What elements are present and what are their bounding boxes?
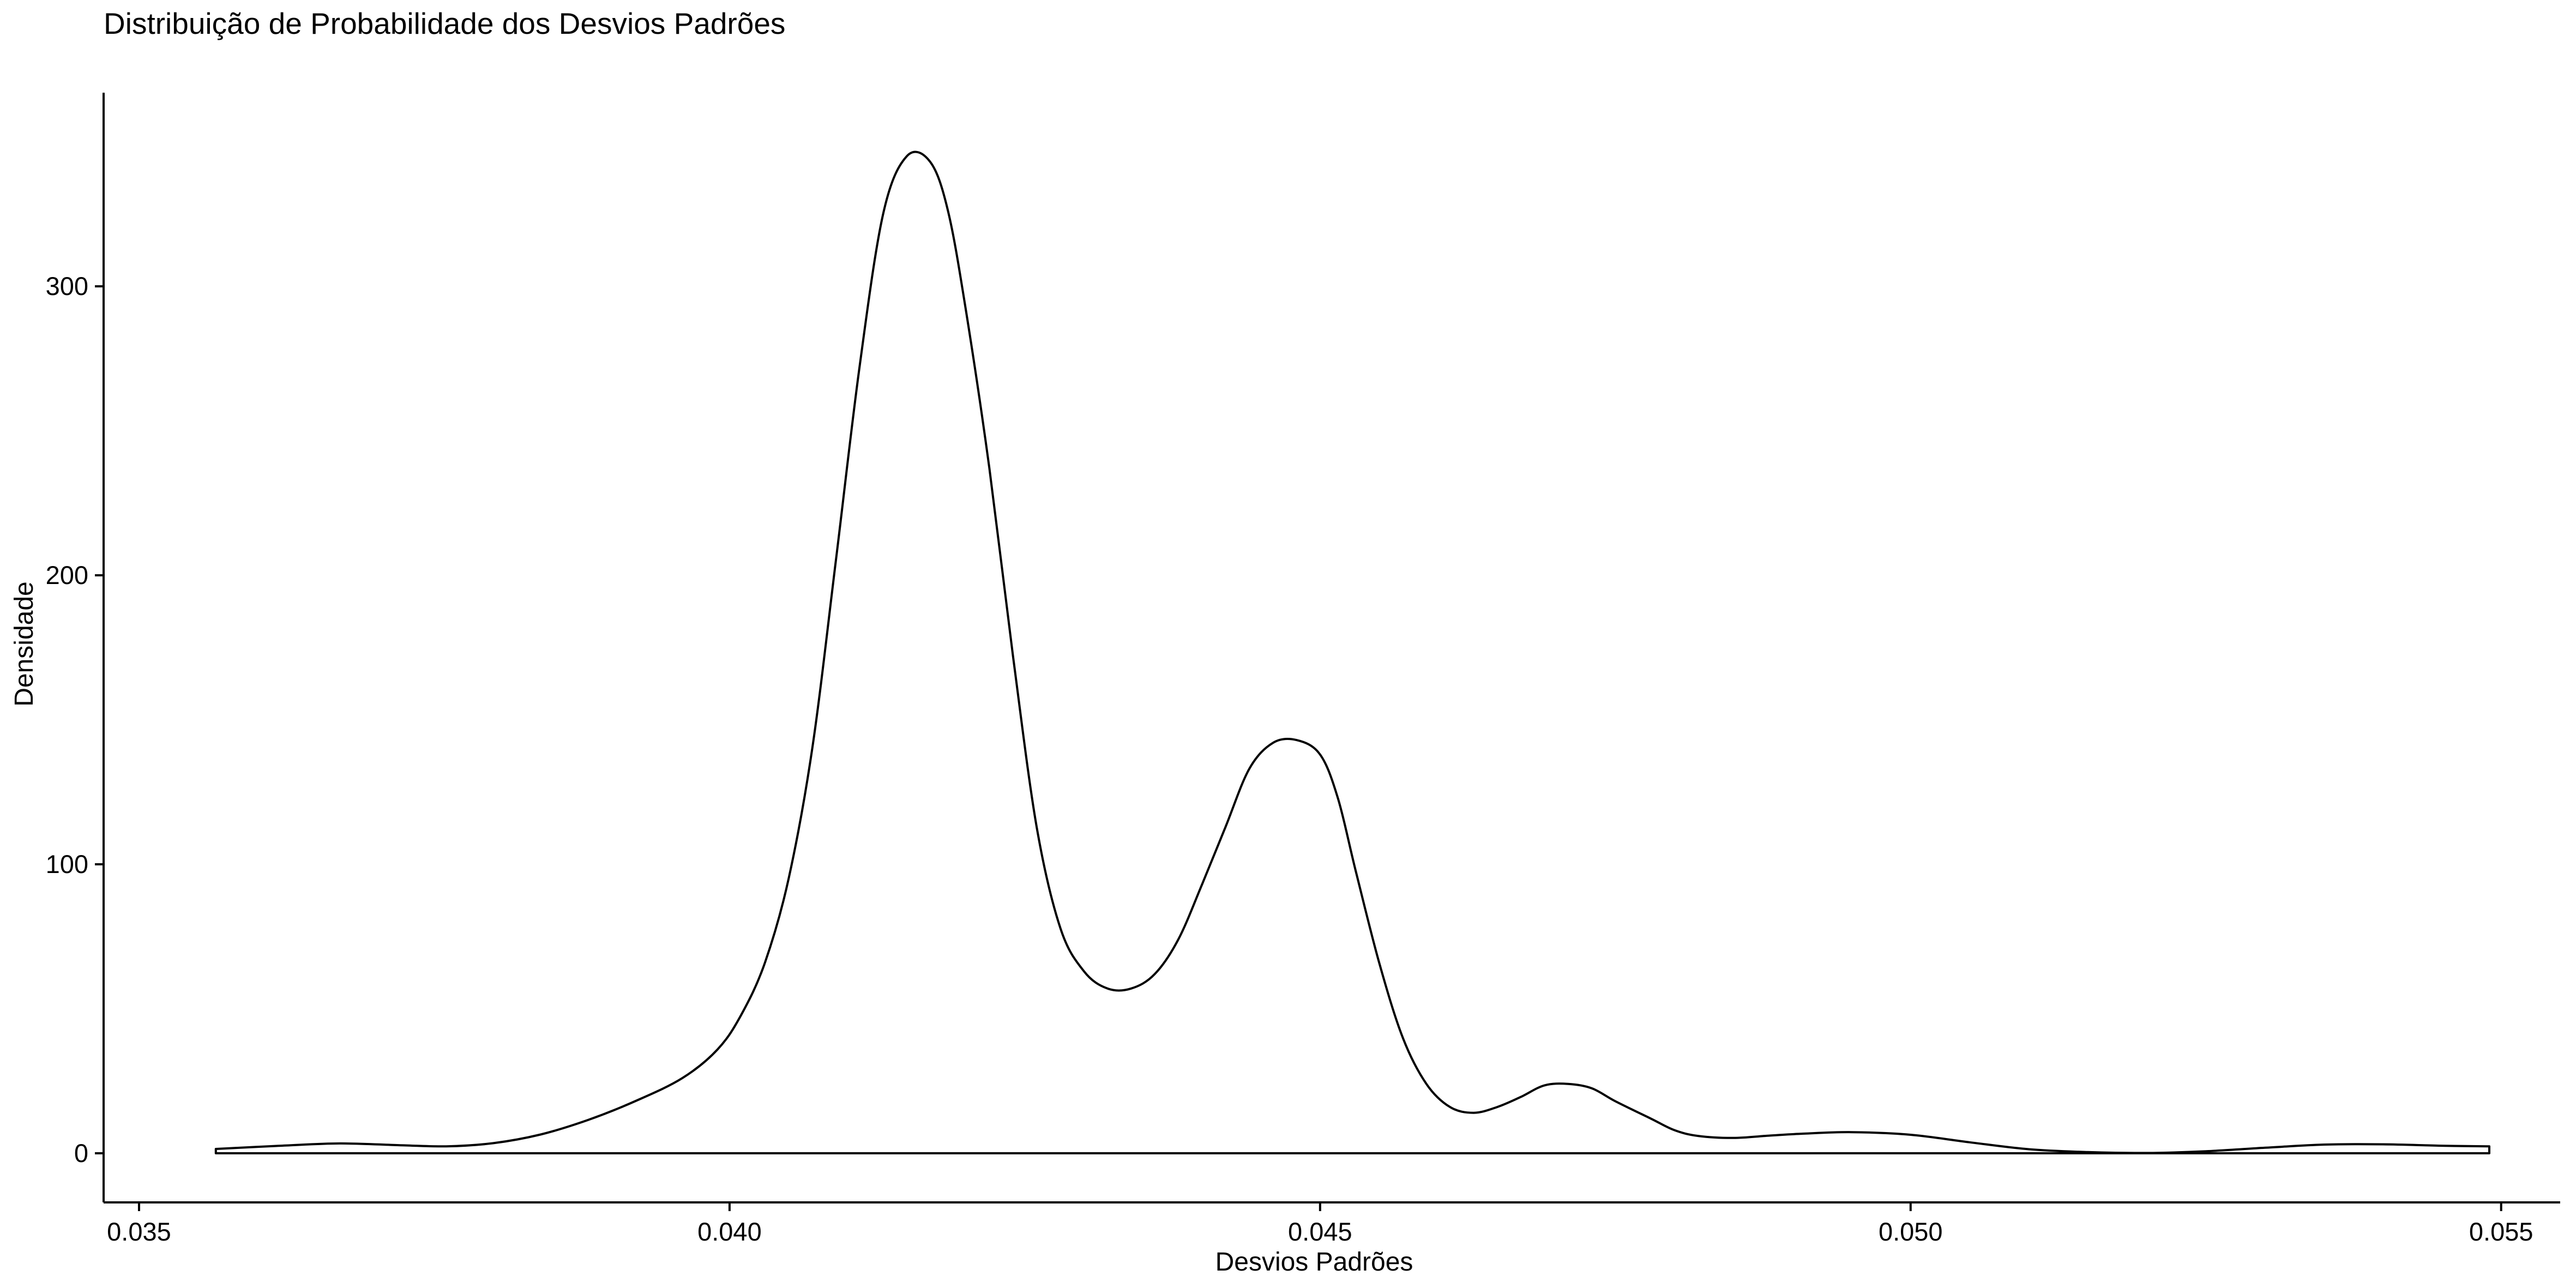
density-curve-0 [214,151,2490,1154]
x-tick-label-4: 0.055 [2469,1217,2533,1246]
y-tick-label-2: 200 [46,561,88,589]
chart-title: Distribuição de Probabilidade dos Desvio… [104,7,785,40]
x-tick-label-0: 0.035 [107,1217,171,1246]
plot-area [214,151,2490,1154]
x-tick-label-1: 0.040 [697,1217,762,1246]
y-tick-label-0: 0 [74,1139,88,1167]
tick-marks-and-labels: 0.035 0.040 0.045 0.050 0.055 0 100 200 300 [46,272,2533,1246]
x-tick-label-2: 0.045 [1288,1217,1352,1246]
y-tick-label-1: 100 [46,850,88,878]
x-axis-label: Desvios Padrões [1215,1248,1413,1277]
axes [103,93,2560,1203]
y-axis-label: Densidade [10,581,39,707]
y-tick-label-3: 300 [46,272,88,300]
x-tick-label-3: 0.050 [1879,1217,1943,1246]
